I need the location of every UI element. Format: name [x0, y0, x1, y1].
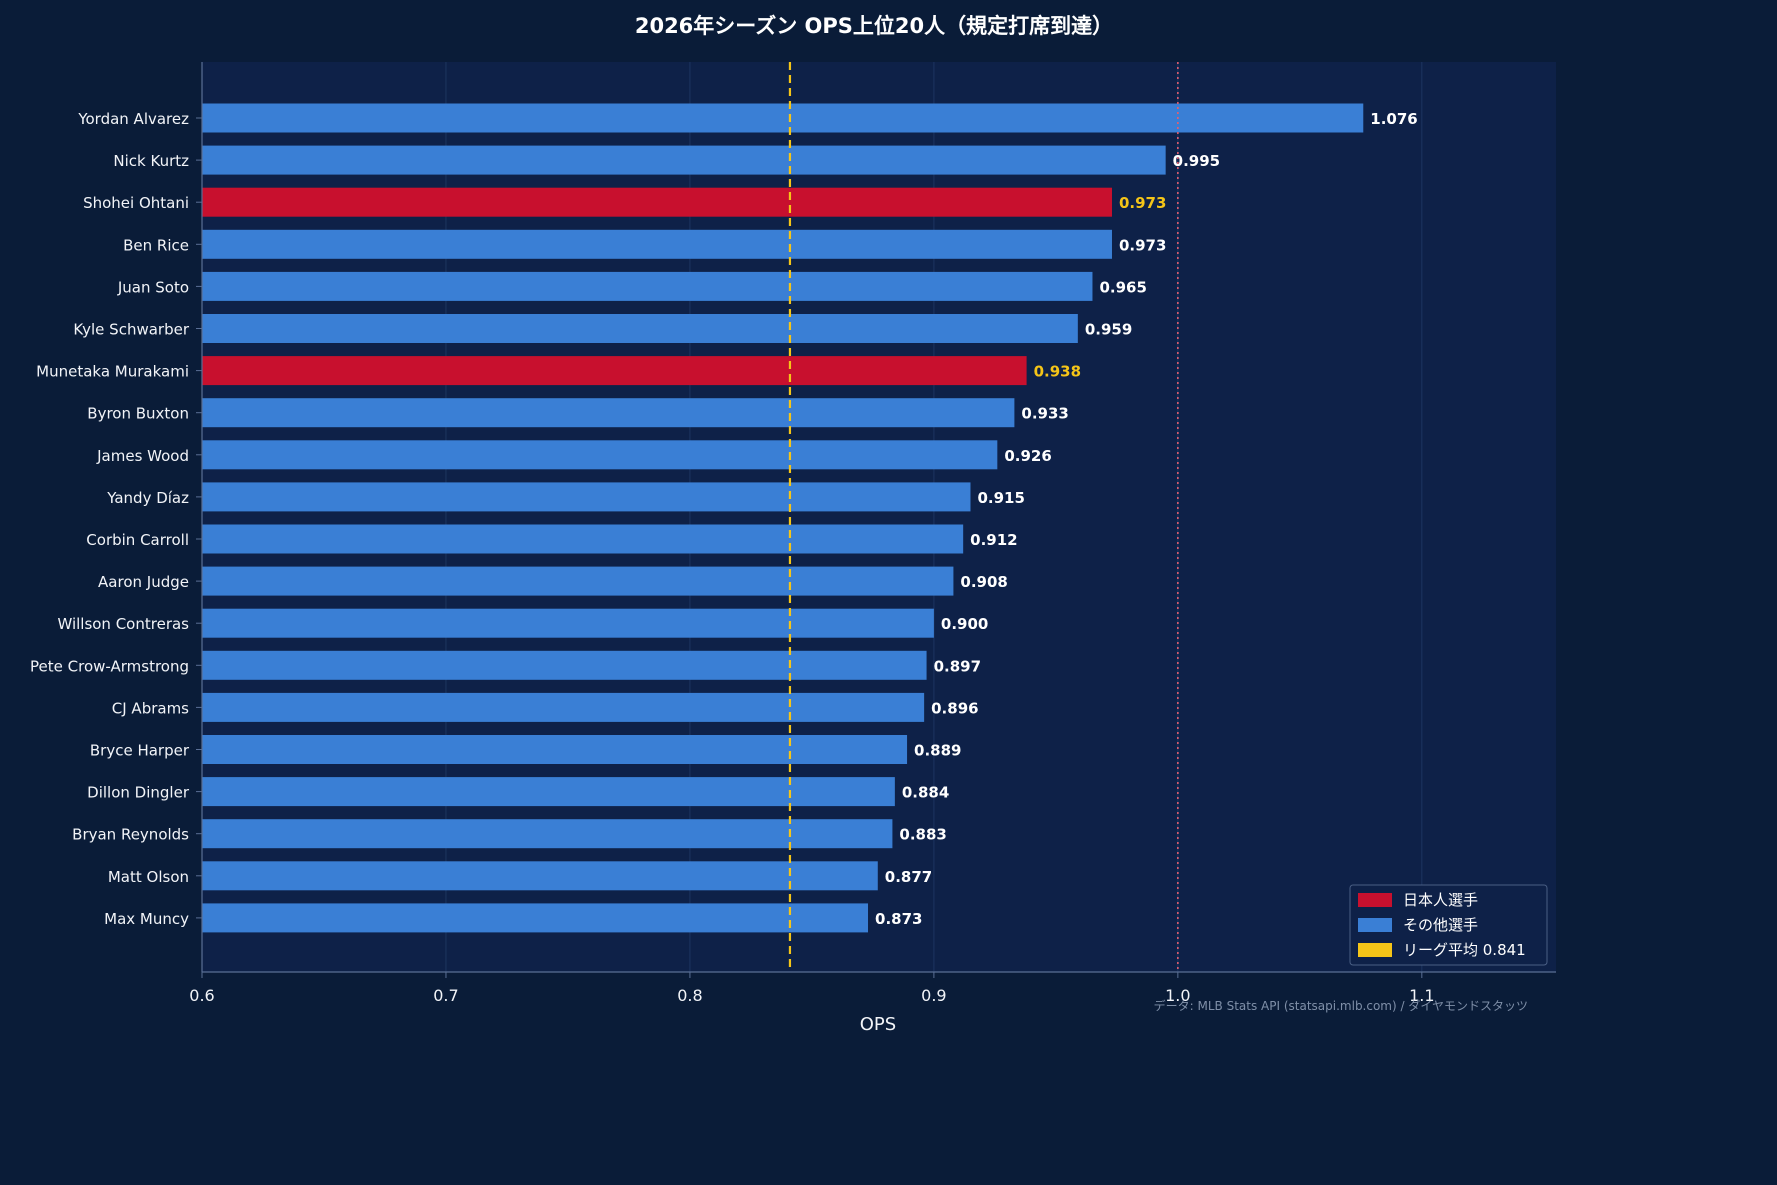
legend-box [1349, 884, 1548, 966]
bar [202, 861, 878, 891]
bar [202, 608, 934, 638]
legend-label: リーグ平均 0.841 [1403, 941, 1526, 959]
value-label: 0.933 [1021, 405, 1068, 423]
category-label: Bryan Reynolds [72, 826, 189, 844]
value-label: 0.889 [914, 742, 961, 760]
category-labels: Yordan Alvarez Nick Kurtz Shohei Ohtani Ben… [30, 110, 190, 928]
value-labels: 1.076 0.995 0.973 0.973 0.965 0.959 0.938 0.933… [875, 110, 1418, 928]
bar [202, 819, 893, 849]
category-label: Shohei Ohtani [83, 194, 189, 212]
category-label: Matt Olson [108, 868, 189, 886]
value-label: 0.959 [1085, 321, 1132, 339]
source-credit: データ: MLB Stats API (statsapi.mlb.com) / … [1154, 998, 1528, 1013]
category-label: Juan Soto [117, 278, 189, 296]
value-label: 0.973 [1119, 194, 1166, 212]
bar [202, 777, 895, 807]
category-label: Corbin Carroll [86, 531, 189, 549]
bar [202, 145, 1166, 175]
category-label: Pete Crow-Armstrong [30, 657, 189, 675]
bar [202, 735, 908, 764]
bar [202, 524, 964, 554]
category-label: James Wood [96, 447, 189, 465]
chart-title: 2026年シーズン OPS上位20人（規定打席到達） [635, 14, 1113, 38]
value-label: 0.896 [931, 699, 978, 717]
x-tick-label: 0.7 [433, 986, 458, 1005]
legend-label: 日本人選手 [1403, 891, 1478, 909]
value-label: 0.938 [1034, 363, 1081, 381]
x-tick-label: 1.1 [1409, 986, 1434, 1005]
bar [202, 229, 1112, 259]
category-label: Yandy Díaz [106, 489, 189, 507]
bar [202, 692, 925, 722]
reference-lines [788, 62, 1179, 972]
value-label: 0.965 [1099, 278, 1146, 296]
value-label: 0.884 [902, 784, 949, 802]
x-tick-label: 1.0 [1165, 986, 1190, 1005]
value-label: 0.877 [885, 868, 932, 886]
value-label: 1.076 [1370, 110, 1417, 128]
x-tick-label: 0.8 [677, 986, 702, 1005]
value-label: 0.915 [977, 489, 1024, 507]
value-label: 0.912 [970, 531, 1017, 549]
legend-swatch [1358, 918, 1392, 932]
x-tick-labels: 0.6 0.7 0.8 0.9 1.0 1.1 [189, 986, 1434, 1005]
category-label: Kyle Schwarber [73, 321, 189, 339]
value-label: 0.973 [1119, 236, 1166, 254]
category-label: Dillon Dingler [87, 784, 190, 802]
bar [202, 903, 869, 933]
bar [202, 314, 1078, 343]
category-label: Max Muncy [104, 910, 189, 928]
axes [196, 62, 1556, 978]
bar [202, 482, 971, 512]
legend-swatch [1358, 943, 1392, 957]
value-label: 0.873 [875, 910, 922, 928]
category-label: Nick Kurtz [113, 152, 189, 170]
bar [202, 566, 954, 596]
category-label: Yordan Alvarez [77, 110, 189, 128]
value-label: 0.900 [941, 615, 988, 633]
category-label: Munetaka Murakami [36, 363, 189, 381]
legend-swatch [1358, 893, 1392, 907]
bar [202, 187, 1112, 217]
value-label: 0.926 [1004, 447, 1051, 465]
x-axis-label: OPS [860, 1014, 896, 1035]
bar [202, 398, 1015, 428]
category-label: Byron Buxton [87, 405, 189, 423]
legend-label: その他選手 [1403, 916, 1478, 934]
bar [202, 103, 1364, 133]
value-label: 0.897 [934, 657, 981, 675]
category-label: Willson Contreras [57, 615, 189, 633]
value-label: 0.995 [1173, 152, 1220, 170]
category-label: Aaron Judge [98, 573, 189, 591]
value-label: 0.883 [899, 826, 946, 844]
bars [202, 103, 1364, 933]
x-tick-label: 0.9 [921, 986, 946, 1005]
category-label: Bryce Harper [90, 742, 190, 760]
bar [202, 440, 998, 470]
bar [202, 271, 1093, 301]
bar [202, 356, 1027, 386]
value-label: 0.908 [960, 573, 1007, 591]
bar [202, 650, 927, 680]
ops-ranking-chart: Yordan Alvarez Nick Kurtz Shohei Ohtani Ben… [30, 14, 1556, 1035]
category-label: Ben Rice [123, 236, 189, 254]
category-label: CJ Abrams [112, 699, 189, 717]
x-tick-label: 0.6 [189, 986, 214, 1005]
